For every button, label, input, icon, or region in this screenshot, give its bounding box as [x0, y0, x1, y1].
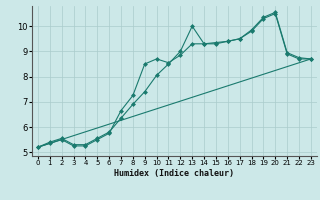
X-axis label: Humidex (Indice chaleur): Humidex (Indice chaleur)	[115, 169, 234, 178]
